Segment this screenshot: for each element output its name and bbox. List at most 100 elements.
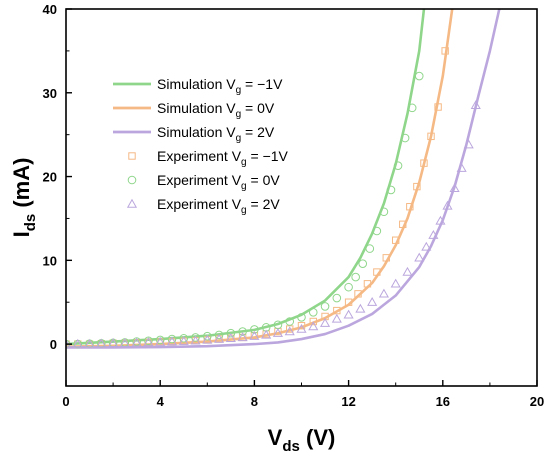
y-tick-label: 10: [43, 253, 57, 268]
data-point: [414, 71, 424, 81]
data-point: [144, 336, 153, 346]
legend-label: Simulation Vg = −1V: [157, 76, 283, 96]
legend-item: Simulation Vg = 0V: [113, 100, 275, 120]
legend-label: Experiment Vg = −1V: [157, 148, 289, 168]
data-point: [226, 328, 236, 338]
data-point: [442, 200, 453, 210]
data-point: [434, 103, 442, 111]
data-point: [202, 334, 213, 344]
legend-label: Simulation Vg = 2V: [157, 124, 275, 144]
data-point: [449, 183, 460, 192]
data-point: [373, 268, 381, 276]
data-point: [155, 336, 166, 346]
series-5: [66, 100, 481, 348]
legend-item: Simulation Vg = −1V: [113, 76, 283, 96]
x-axis-title-main: V: [268, 425, 283, 450]
data-point: [250, 325, 259, 334]
data-point: [131, 337, 142, 347]
data-point: [343, 309, 354, 319]
data-point: [428, 229, 439, 239]
data-point: [406, 203, 414, 211]
x-tick-label: 0: [62, 394, 69, 409]
data-point: [203, 331, 212, 341]
x-tick-label: 4: [157, 394, 165, 409]
data-point: [400, 133, 410, 143]
data-point: [332, 293, 342, 303]
data-point: [297, 321, 306, 330]
data-point: [249, 330, 260, 340]
data-point: [392, 236, 400, 244]
data-point: [119, 338, 130, 347]
x-tick-label: 16: [436, 394, 450, 409]
data-point: [296, 323, 307, 333]
y-axis-title-main: I: [9, 231, 34, 237]
data-point: [379, 207, 389, 217]
data-point: [470, 100, 481, 110]
data-point: [178, 335, 189, 345]
data-point: [344, 282, 353, 292]
legend-item: Simulation Vg = 2V: [113, 124, 275, 144]
x-axis-title: Vds (V): [268, 425, 336, 455]
legend-marker-swatch: [126, 198, 138, 208]
legend-item: Experiment Vg = 0V: [127, 172, 280, 192]
data-point: [238, 327, 247, 336]
data-point: [179, 333, 189, 343]
data-point: [308, 321, 319, 331]
data-point: [354, 290, 362, 298]
legend-item: Experiment Vg = 2V: [126, 196, 280, 216]
series-0: [66, 9, 426, 346]
y-tick-label: 40: [43, 2, 57, 17]
data-point: [309, 317, 317, 326]
x-tick-label: 8: [251, 394, 258, 409]
y-axis-title-sub: ds: [22, 214, 39, 232]
data-point: [420, 159, 428, 167]
data-point: [331, 313, 342, 323]
series-1: [66, 9, 454, 348]
data-point: [286, 325, 294, 333]
data-point: [386, 185, 396, 195]
data-point: [365, 244, 375, 253]
data-point: [441, 47, 449, 55]
data-point: [108, 338, 119, 347]
data-point: [372, 226, 382, 236]
y-tick-label: 30: [43, 86, 57, 101]
data-point: [393, 161, 403, 170]
data-point: [390, 278, 401, 288]
series-line: [66, 9, 454, 348]
data-point: [214, 333, 225, 343]
legend-item: Experiment Vg = −1V: [128, 148, 289, 168]
data-point: [214, 330, 224, 340]
x-tick-label: 12: [341, 394, 355, 409]
data-point: [414, 252, 425, 262]
data-point: [96, 338, 107, 348]
legend-label: Simulation Vg = 0V: [157, 100, 275, 120]
data-point: [421, 241, 432, 251]
ticks-layer: 0 4 8 12 16 20 0 10 20 30 40: [43, 2, 545, 409]
data-point: [167, 334, 177, 344]
legend-marker-swatch: [127, 175, 137, 185]
y-axis-title: Ids (mA): [9, 158, 39, 238]
legend-label: Experiment Vg = 2V: [157, 196, 280, 216]
data-point: [84, 338, 95, 348]
y-axis-title-unit: (mA): [9, 158, 34, 214]
data-point: [308, 307, 318, 317]
data-point: [272, 328, 284, 337]
x-axis-title-sub: ds: [282, 438, 300, 455]
data-point: [297, 313, 306, 322]
data-point: [427, 132, 435, 141]
data-point: [155, 335, 165, 345]
series-line: [66, 9, 426, 346]
data-point: [261, 329, 272, 339]
data-point: [399, 220, 407, 229]
x-axis-title-unit: (V): [300, 425, 335, 450]
data-point: [285, 317, 295, 326]
series-line: [66, 9, 501, 349]
legend: Simulation Vg = −1V Simulation Vg = 0V Sim…: [113, 76, 289, 216]
data-point: [344, 298, 353, 306]
data-point: [72, 338, 83, 348]
x-tick-label: 20: [530, 394, 544, 409]
data-point: [363, 280, 372, 288]
data-point: [284, 326, 295, 336]
y-tick-label: 0: [50, 337, 57, 352]
